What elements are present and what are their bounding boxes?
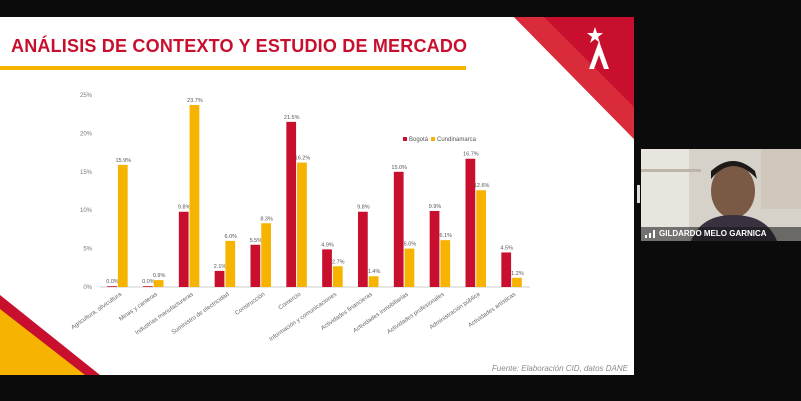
bottom-left-decoration — [0, 295, 100, 375]
bar-bogota — [214, 270, 225, 287]
bar-cundinamarca — [297, 162, 307, 287]
bar-bogota — [322, 249, 332, 287]
bar-bogota — [286, 121, 297, 287]
bar-cundinamarca — [261, 223, 271, 287]
data-label: 15.9% — [115, 158, 131, 164]
data-label: 1.4% — [368, 269, 381, 275]
bar-cundinamarca — [117, 164, 128, 287]
logo-icon — [587, 27, 609, 69]
data-label: 2.1% — [214, 264, 227, 270]
y-tick-label: 15% — [80, 170, 93, 176]
data-label: 0.0% — [106, 279, 119, 285]
legend-label: Cundinamarca — [437, 137, 477, 143]
signal-icon — [645, 230, 655, 238]
legend-swatch — [403, 137, 407, 141]
slide-title: ANÁLISIS DE CONTEXTO Y ESTUDIO DE MERCAD… — [11, 36, 468, 56]
participant-name-label: GILDARDO MELO GARNICA — [641, 227, 801, 241]
data-label: 16.2% — [295, 156, 311, 162]
data-label: 23.7% — [187, 98, 203, 104]
source-note: Fuente: Elaboración CID, datos DANE — [491, 364, 628, 373]
legend-swatch — [431, 137, 435, 141]
data-label: 6.0% — [225, 234, 238, 240]
participant-video-frame — [641, 149, 801, 241]
title-underline — [0, 66, 466, 70]
participant-name: GILDARDO MELO GARNICA — [659, 229, 767, 238]
data-label: 12.6% — [474, 183, 490, 189]
bar-cundinamarca — [153, 280, 164, 287]
bar-bogota — [501, 252, 512, 287]
x-tick-label: Suministro de electricidad — [171, 292, 231, 336]
x-tick-label: Información y comunicaciones — [269, 292, 339, 341]
y-tick-label: 5% — [83, 247, 92, 253]
presentation-slide: ANÁLISIS DE CONTEXTO Y ESTUDIO DE MERCAD… — [0, 17, 634, 375]
y-tick-label: 0% — [83, 285, 92, 291]
y-tick-label: 20% — [80, 131, 93, 137]
bar-chart: 0% 5% 10% 15% 20% 25% 0.0% 15.9% Agricultura, si… — [70, 93, 530, 341]
bar-bogota — [358, 211, 368, 287]
legend-label: Bogotá — [409, 137, 429, 143]
data-label: 5.5% — [250, 238, 263, 244]
panel-divider[interactable] — [637, 185, 640, 203]
x-tick-label: Construcción — [234, 292, 266, 317]
bar-cundinamarca — [404, 248, 415, 287]
bar-cundinamarca — [512, 277, 522, 287]
data-label: 1.2% — [511, 271, 524, 277]
data-label: 9.8% — [178, 205, 191, 211]
bar-cundinamarca — [189, 104, 200, 287]
data-label: 0.9% — [153, 273, 166, 279]
bar-bogota — [465, 158, 476, 287]
bar-bogota — [178, 211, 189, 287]
data-label: 21.5% — [284, 115, 300, 121]
bar-cundinamarca — [368, 276, 379, 287]
x-tick-label: Agricultura, silvicultura — [70, 291, 123, 331]
bar-bogota — [393, 171, 404, 287]
bar-cundinamarca — [476, 190, 486, 287]
data-label: 15.0% — [391, 165, 407, 171]
x-tick-label: Industrias manufactureras — [134, 292, 194, 337]
participant-video[interactable]: GILDARDO MELO GARNICA — [641, 149, 801, 241]
bar-bogota — [250, 244, 261, 287]
data-label: 6.1% — [440, 233, 453, 239]
corner-decoration — [514, 17, 634, 139]
data-label: 5.0% — [404, 242, 417, 248]
bar-bogota — [107, 286, 117, 287]
data-label: 16.7% — [463, 152, 479, 158]
bar-cundinamarca — [332, 266, 343, 287]
bar-cundinamarca — [440, 240, 451, 287]
x-tick-label: Comercio — [278, 291, 303, 311]
data-label: 2.7% — [332, 259, 345, 265]
bar-cundinamarca — [225, 240, 236, 287]
data-label: 4.9% — [321, 242, 334, 248]
data-label: 4.5% — [500, 245, 513, 251]
data-label: 9.8% — [357, 205, 370, 211]
y-tick-label: 25% — [80, 93, 93, 99]
data-label: 9.9% — [429, 204, 442, 210]
y-tick-label: 10% — [80, 208, 93, 214]
data-label: 0.0% — [142, 279, 155, 285]
bar-bogota — [429, 210, 440, 287]
data-label: 8.3% — [260, 216, 273, 222]
bar-bogota — [143, 286, 153, 287]
